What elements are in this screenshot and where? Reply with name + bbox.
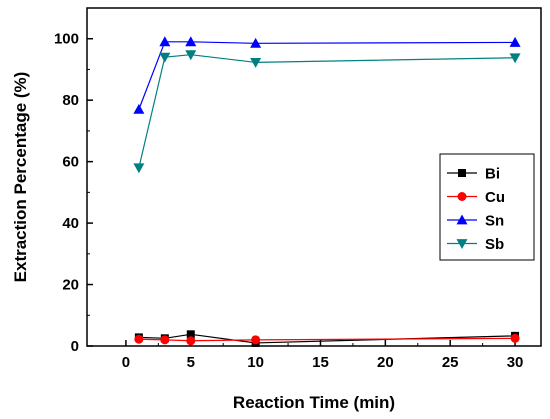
legend-marker-bi bbox=[458, 169, 466, 177]
legend-label-sn: Sn bbox=[485, 213, 504, 230]
ticks: 0 5 10 15 20 25 30 0 20 40 60 80 100 bbox=[54, 31, 523, 371]
data-point-sn bbox=[185, 36, 197, 47]
legend-marker-sn bbox=[456, 214, 468, 225]
x-tick-label: 30 bbox=[507, 354, 524, 371]
y-tick-label: 0 bbox=[71, 338, 79, 355]
data-point-sb bbox=[159, 52, 171, 63]
data-point-cu bbox=[134, 334, 144, 344]
data-point-sn bbox=[133, 103, 145, 114]
x-tick-label: 10 bbox=[247, 354, 264, 371]
series-sn bbox=[133, 36, 521, 114]
data-point-sb bbox=[250, 57, 262, 68]
legend-item-sb: Sb bbox=[447, 236, 504, 253]
legend-box bbox=[439, 153, 535, 261]
data-point-sb bbox=[133, 163, 145, 174]
data-point-bi bbox=[186, 330, 195, 339]
data-point-cu bbox=[160, 335, 170, 345]
data-point-sb bbox=[509, 53, 521, 64]
x-tick-label: 15 bbox=[312, 354, 329, 371]
y-tick-label: 100 bbox=[54, 31, 79, 48]
legend-label-sb: Sb bbox=[485, 236, 504, 253]
legend-marker-cu bbox=[457, 192, 467, 201]
y-tick-label: 40 bbox=[62, 215, 79, 232]
legend-marker-sb bbox=[456, 239, 468, 249]
y-axis-title: Extraction Percentage (%) bbox=[11, 72, 30, 283]
legend-label-bi: Bi bbox=[485, 166, 500, 183]
x-tick-label: 0 bbox=[122, 354, 130, 371]
x-tick-label: 25 bbox=[442, 354, 459, 371]
data-point-cu bbox=[251, 335, 261, 345]
series-cu bbox=[134, 333, 520, 346]
data-point-sn bbox=[250, 37, 262, 48]
legend: Bi Cu Sn Sb bbox=[439, 153, 535, 261]
y-tick-label: 60 bbox=[62, 154, 79, 171]
data-point-sb bbox=[185, 50, 197, 61]
data-point-cu bbox=[186, 336, 196, 346]
x-axis-title: Reaction Time (min) bbox=[233, 393, 395, 412]
series-layer bbox=[133, 36, 521, 347]
legend-label-cu: Cu bbox=[485, 189, 505, 206]
x-tick-label: 5 bbox=[187, 354, 195, 371]
series-sb bbox=[133, 50, 521, 174]
plot-frame bbox=[86, 7, 542, 347]
series-line-sb bbox=[138, 54, 516, 168]
legend-item-sn: Sn bbox=[447, 213, 504, 230]
data-point-sn bbox=[509, 36, 521, 47]
y-tick-label: 80 bbox=[62, 92, 79, 109]
data-point-sn bbox=[159, 36, 171, 47]
x-tick-label: 20 bbox=[377, 354, 394, 371]
legend-item-bi: Bi bbox=[447, 166, 500, 183]
y-tick-label: 20 bbox=[62, 277, 79, 294]
data-point-cu bbox=[510, 333, 520, 343]
legend-item-cu: Cu bbox=[447, 189, 505, 206]
